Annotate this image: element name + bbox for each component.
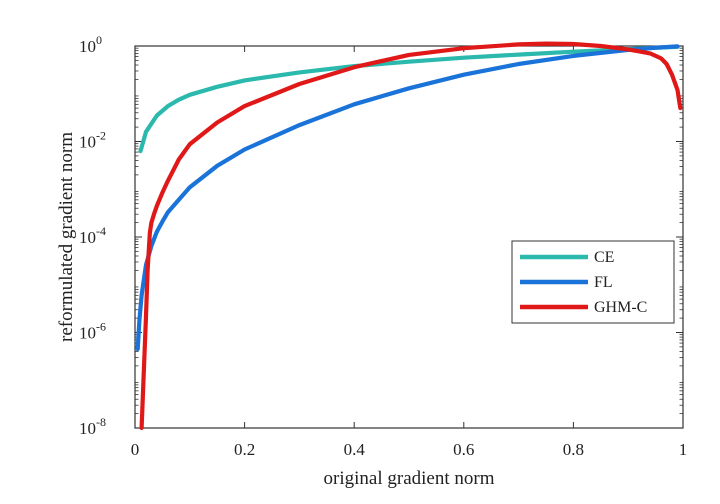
- legend-label: FL: [594, 274, 613, 291]
- x-axis: 0 0.2 0.4 0.6 0.8 1: [131, 46, 688, 459]
- plot-frame: [134, 45, 684, 429]
- x-tick-label: 0.6: [453, 440, 474, 459]
- y-tick-label: 100: [79, 33, 102, 56]
- y-tick-label: 10-6: [79, 320, 106, 343]
- plot-border: [134, 45, 684, 429]
- y-axis-label: reformulated gradient norm: [56, 132, 77, 342]
- x-tick-label: 0.4: [344, 440, 366, 459]
- y-tick-label: 10-8: [79, 415, 106, 438]
- x-tick-label: 0.8: [563, 440, 584, 459]
- legend-label: CE: [594, 249, 614, 266]
- x-tick-label: 0.2: [234, 440, 255, 459]
- x-tick-label: 0: [131, 440, 140, 459]
- series-line-ce: [138, 44, 680, 154]
- legend-label: GHM-C: [594, 299, 647, 316]
- y-axis: 10-8 10-6 10-4 10-2 100: [79, 33, 683, 438]
- y-tick-label: 10-4: [79, 224, 106, 247]
- y-tick-label: 10-2: [79, 129, 106, 152]
- series-layer: [135, 41, 683, 431]
- x-axis-label: original gradient norm: [324, 468, 495, 489]
- series-line-ghm-c: [139, 41, 683, 431]
- legend: CE FL GHM-C: [511, 240, 675, 324]
- x-tick-label: 1: [679, 440, 688, 459]
